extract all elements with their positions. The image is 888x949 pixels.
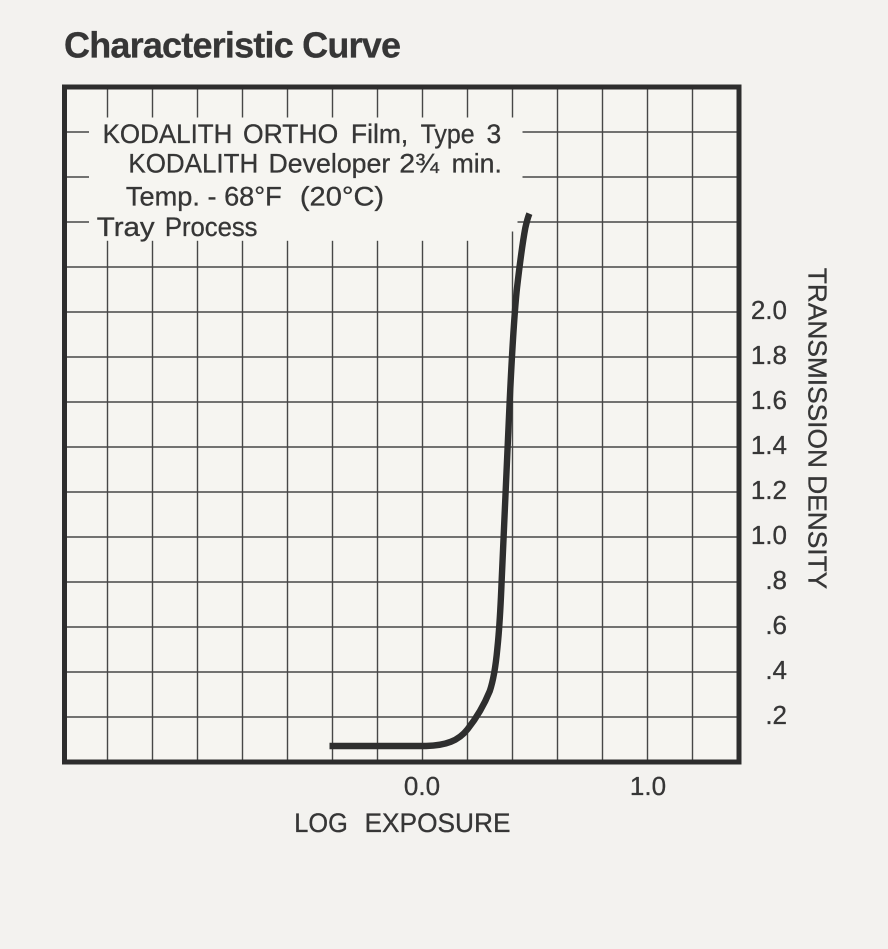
svg-text:3: 3 — [487, 119, 502, 149]
svg-text:1.6: 1.6 — [751, 385, 787, 415]
svg-text:KODALITH: KODALITH — [103, 119, 233, 149]
svg-text:Film,: Film, — [351, 119, 408, 149]
svg-text:ORTHO: ORTHO — [243, 119, 338, 149]
svg-text:1.4: 1.4 — [751, 430, 787, 460]
svg-text:1.0: 1.0 — [630, 771, 666, 801]
svg-text:Temp. - 68°F: Temp. - 68°F — [126, 181, 282, 211]
svg-text:2.0: 2.0 — [751, 295, 787, 325]
svg-text:(20°C): (20°C) — [300, 181, 384, 211]
svg-text:KODALITH: KODALITH — [128, 148, 258, 178]
svg-text:.4: .4 — [765, 655, 787, 685]
svg-text:1.8: 1.8 — [751, 340, 787, 370]
svg-text:.6: .6 — [765, 610, 787, 640]
svg-text:min.: min. — [452, 148, 502, 178]
svg-text:Process: Process — [165, 212, 258, 242]
svg-text:TRANSMISSION DENSITY: TRANSMISSION DENSITY — [803, 268, 833, 589]
svg-text:1.2: 1.2 — [751, 475, 787, 505]
svg-text:Characteristic Curve: Characteristic Curve — [64, 24, 400, 65]
svg-text:LOG: LOG — [294, 808, 348, 838]
svg-text:Tray: Tray — [97, 212, 156, 242]
svg-text:Developer: Developer — [269, 148, 391, 178]
svg-text:.2: .2 — [765, 700, 787, 730]
svg-text:EXPOSURE: EXPOSURE — [365, 808, 511, 838]
svg-text:0.0: 0.0 — [404, 771, 440, 801]
svg-text:Type: Type — [421, 119, 475, 149]
svg-text:1.0: 1.0 — [751, 520, 787, 550]
svg-text:2¾: 2¾ — [399, 148, 440, 178]
svg-text:.8: .8 — [765, 565, 787, 595]
